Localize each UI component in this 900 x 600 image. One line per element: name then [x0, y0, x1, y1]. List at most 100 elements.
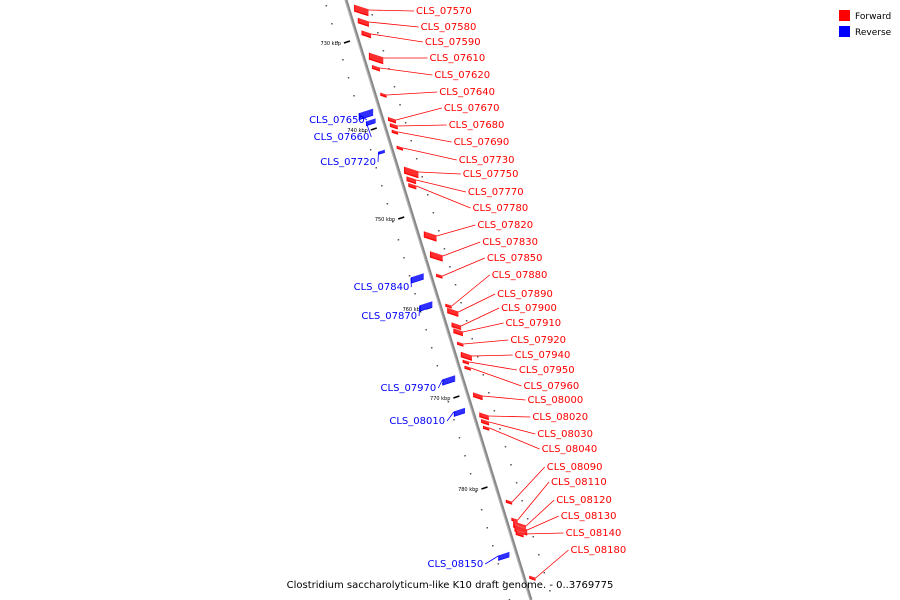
- kbp-tick-label: 770 kbp: [430, 396, 450, 402]
- forward-gene-feature[interactable]: [361, 29, 373, 39]
- forward-gene-label[interactable]: CLS_07780: [472, 203, 528, 214]
- forward-gene-feature[interactable]: [436, 272, 444, 279]
- forward-gene-feature[interactable]: [391, 128, 400, 135]
- reverse-gene-label[interactable]: CLS_07870: [361, 311, 417, 322]
- forward-gene-label[interactable]: CLS_08140: [566, 528, 622, 539]
- kbp-tick-label: 780 kbp: [458, 487, 478, 493]
- gene-features: [354, 3, 537, 581]
- forward-gene-label[interactable]: CLS_08020: [532, 412, 588, 423]
- forward-gene-label[interactable]: CLS_07960: [524, 381, 580, 392]
- reverse-gene-label[interactable]: CLS_07840: [354, 282, 410, 293]
- reverse-gene-feature[interactable]: [358, 107, 375, 121]
- genome-backbone: [344, 0, 533, 600]
- legend-forward-swatch: [839, 10, 850, 21]
- forward-gene-label[interactable]: CLS_07680: [449, 120, 505, 131]
- forward-gene-feature[interactable]: [404, 165, 420, 179]
- legend-reverse-label: Reverse: [855, 28, 892, 38]
- forward-gene-label[interactable]: CLS_08180: [571, 545, 627, 556]
- forward-gene-feature[interactable]: [514, 524, 529, 536]
- reverse-gene-feature[interactable]: [366, 117, 377, 127]
- forward-gene-feature[interactable]: [529, 574, 537, 581]
- forward-gene-label[interactable]: CLS_07670: [444, 103, 500, 114]
- forward-gene-feature[interactable]: [479, 411, 490, 421]
- forward-gene-feature[interactable]: [511, 516, 519, 523]
- reverse-gene-label[interactable]: CLS_07720: [320, 157, 376, 168]
- forward-gene-feature[interactable]: [406, 175, 418, 185]
- forward-gene-feature[interactable]: [451, 321, 463, 331]
- forward-gene-label[interactable]: CLS_07890: [497, 289, 553, 300]
- legend-forward-label: Forward: [855, 12, 891, 22]
- forward-gene-label[interactable]: CLS_07770: [468, 187, 524, 198]
- forward-gene-label[interactable]: CLS_08120: [556, 495, 612, 506]
- forward-gene-label[interactable]: CLS_08110: [551, 477, 607, 488]
- forward-gene-label[interactable]: CLS_07640: [439, 87, 495, 98]
- forward-gene-feature[interactable]: [423, 230, 438, 242]
- forward-gene-feature[interactable]: [482, 424, 491, 431]
- forward-gene-feature[interactable]: [473, 391, 484, 401]
- forward-gene-feature[interactable]: [389, 122, 399, 130]
- forward-gene-label[interactable]: CLS_08030: [537, 429, 593, 440]
- forward-gene-label[interactable]: CLS_07820: [477, 220, 533, 231]
- forward-gene-label[interactable]: CLS_07910: [505, 318, 561, 329]
- forward-gene-label[interactable]: CLS_07690: [454, 137, 510, 148]
- legend: Forward Reverse: [839, 10, 892, 38]
- reverse-gene-feature[interactable]: [419, 300, 434, 312]
- forward-gene-label[interactable]: CLS_07610: [429, 53, 485, 64]
- kbp-tick-label: 740 kbp: [347, 128, 367, 134]
- forward-gene-label[interactable]: CLS_07920: [510, 335, 566, 346]
- reverse-gene-label[interactable]: CLS_07970: [381, 383, 437, 394]
- forward-gene-feature[interactable]: [380, 91, 388, 98]
- forward-gene-label[interactable]: CLS_07620: [434, 70, 490, 81]
- reverse-gene-feature[interactable]: [378, 148, 386, 155]
- forward-gene-feature[interactable]: [453, 327, 464, 337]
- forward-gene-feature[interactable]: [408, 182, 418, 190]
- forward-gene-label[interactable]: CLS_07880: [492, 270, 548, 281]
- kbp-tick-label: 760 kbp: [403, 307, 423, 313]
- forward-gene-feature[interactable]: [396, 144, 405, 151]
- kbp-tick-label: 750 kbp: [375, 217, 395, 223]
- legend-reverse-swatch: [839, 26, 850, 37]
- reverse-gene-feature[interactable]: [410, 272, 425, 284]
- kbp-ticks: 730 kbp 740 kbp 750 kbp 760 kbp 770 kbp 780 k…: [321, 40, 488, 493]
- forward-gene-feature[interactable]: [371, 64, 381, 72]
- forward-gene-feature[interactable]: [505, 498, 514, 505]
- forward-gene-feature[interactable]: [481, 418, 491, 426]
- forward-gene-label[interactable]: CLS_08090: [547, 462, 603, 473]
- forward-gene-feature[interactable]: [464, 364, 472, 371]
- forward-gene-feature[interactable]: [354, 3, 370, 17]
- forward-gene-feature[interactable]: [357, 16, 370, 27]
- kbp-tick-label: 730 kbp: [321, 41, 341, 47]
- forward-gene-feature[interactable]: [388, 116, 397, 124]
- forward-gene-label[interactable]: CLS_07730: [459, 155, 515, 166]
- reverse-gene-label[interactable]: CLS_07650: [309, 115, 365, 126]
- forward-gene-label[interactable]: CLS_08000: [528, 395, 584, 406]
- reverse-gene-label[interactable]: CLS_07660: [314, 132, 370, 143]
- genome-caption: Clostridium saccharolyticum-like K10 dra…: [287, 580, 614, 591]
- forward-gene-feature[interactable]: [447, 306, 460, 317]
- forward-gene-feature[interactable]: [445, 302, 453, 309]
- reverse-gene-label[interactable]: CLS_08150: [427, 559, 483, 570]
- forward-gene-feature[interactable]: [515, 530, 525, 538]
- reverse-gene-feature[interactable]: [442, 374, 457, 386]
- forward-gene-label[interactable]: CLS_07900: [501, 303, 557, 314]
- forward-gene-label[interactable]: CLS_07850: [487, 253, 543, 264]
- forward-gene-feature[interactable]: [368, 51, 385, 65]
- forward-gene-label[interactable]: CLS_07950: [519, 365, 575, 376]
- forward-gene-label[interactable]: CLS_07750: [463, 169, 519, 180]
- forward-gene-label[interactable]: CLS_08130: [561, 511, 617, 522]
- reverse-gene-feature[interactable]: [453, 406, 467, 417]
- reverse-gene-label[interactable]: CLS_08010: [389, 416, 445, 427]
- forward-gene-label[interactable]: CLS_07590: [425, 37, 481, 48]
- forward-gene-feature[interactable]: [457, 340, 465, 347]
- reverse-gene-feature[interactable]: [498, 550, 511, 561]
- forward-gene-feature[interactable]: [462, 358, 471, 365]
- forward-gene-feature[interactable]: [460, 350, 473, 361]
- forward-gene-label[interactable]: CLS_07580: [421, 22, 477, 33]
- forward-gene-label[interactable]: CLS_07940: [515, 350, 571, 361]
- forward-gene-label[interactable]: CLS_07830: [482, 237, 538, 248]
- forward-gene-label[interactable]: CLS_07570: [416, 6, 472, 17]
- gene-labels: CLS_07570 CLS_07580 CLS_07590 CLS_07610 CLS_…: [309, 6, 627, 579]
- forward-gene-label[interactable]: CLS_08040: [542, 444, 598, 455]
- forward-gene-feature[interactable]: [429, 250, 444, 262]
